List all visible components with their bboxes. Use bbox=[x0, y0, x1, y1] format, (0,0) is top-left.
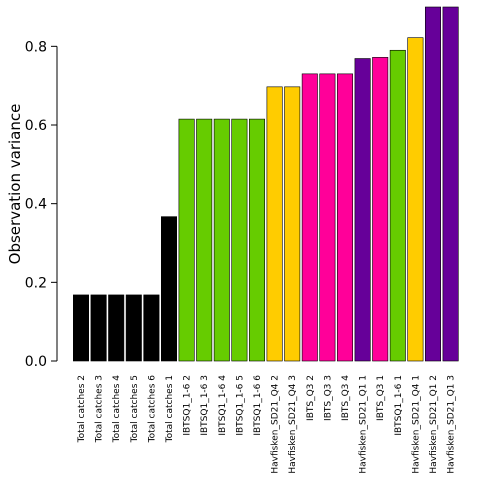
bar bbox=[389, 49, 406, 362]
x-category-label: IBTSQ1_1-6 1 bbox=[394, 375, 404, 436]
y-tick-label: 0.6 bbox=[25, 118, 47, 134]
bar bbox=[161, 216, 178, 362]
bar bbox=[284, 86, 301, 362]
bar bbox=[407, 37, 424, 362]
x-category-label: Havfisken_SD21_Q4 3 bbox=[288, 375, 298, 474]
x-category-label: Havfisken_SD21_Q1 3 bbox=[447, 375, 457, 474]
x-category-label: IBTSQ1_1-6 5 bbox=[235, 375, 245, 436]
bar bbox=[213, 118, 230, 362]
bar bbox=[249, 118, 266, 362]
bar bbox=[301, 73, 318, 362]
x-category-label: Havfisken_SD21_Q4 1 bbox=[411, 375, 421, 474]
y-axis: 0.0 0.2 0.4 0.6 0.8 bbox=[25, 39, 58, 370]
y-tick-label: 0.4 bbox=[25, 197, 47, 213]
x-category-label: IBTS_Q3 1 bbox=[376, 375, 386, 421]
bar bbox=[336, 73, 353, 362]
x-category-label: Total catches 6 bbox=[147, 375, 157, 444]
y-tick-label: 0.8 bbox=[25, 39, 47, 55]
bar bbox=[424, 6, 441, 362]
bar bbox=[143, 294, 160, 362]
bar bbox=[266, 86, 283, 362]
x-category-label: Total catches 4 bbox=[112, 375, 122, 444]
bar bbox=[90, 294, 107, 362]
x-category-label: Total catches 1 bbox=[165, 375, 175, 443]
bar bbox=[196, 118, 213, 362]
y-tick-label: 0.0 bbox=[25, 354, 47, 370]
x-category-label: IBTS_Q3 3 bbox=[323, 375, 333, 421]
x-category-label: Havfisken_SD21_Q1 2 bbox=[429, 375, 439, 474]
bar bbox=[319, 73, 336, 362]
y-axis-title: Observation variance bbox=[6, 104, 24, 265]
x-category-label: IBTSQ1_1-6 3 bbox=[200, 375, 210, 436]
bar bbox=[442, 6, 459, 362]
x-category-label: IBTSQ1_1-6 6 bbox=[253, 375, 263, 436]
x-category-label: Total catches 2 bbox=[77, 375, 87, 443]
x-axis-labels: Total catches 2 Total catches 3 Total catc… bbox=[77, 375, 457, 474]
x-category-label: Total catches 5 bbox=[130, 375, 140, 443]
x-category-label: IBTSQ1_1-6 4 bbox=[218, 375, 228, 436]
x-category-label: IBTS_Q3 2 bbox=[306, 375, 316, 421]
y-tick-label: 0.2 bbox=[25, 275, 47, 291]
bar bbox=[125, 294, 142, 362]
bar bbox=[73, 294, 90, 362]
bar bbox=[231, 118, 248, 362]
bar bbox=[108, 294, 125, 362]
x-category-label: IBTSQ1_1-6 2 bbox=[183, 375, 193, 436]
x-category-label: Havfisken_SD21_Q4 2 bbox=[271, 375, 281, 474]
x-category-label: Havfisken_SD21_Q1 1 bbox=[359, 375, 369, 474]
bar bbox=[354, 58, 371, 362]
x-category-label: IBTS_Q3 4 bbox=[341, 375, 351, 421]
bars bbox=[73, 6, 459, 362]
x-category-label: Total catches 3 bbox=[95, 375, 105, 443]
bar bbox=[178, 118, 195, 362]
bar bbox=[372, 57, 389, 362]
